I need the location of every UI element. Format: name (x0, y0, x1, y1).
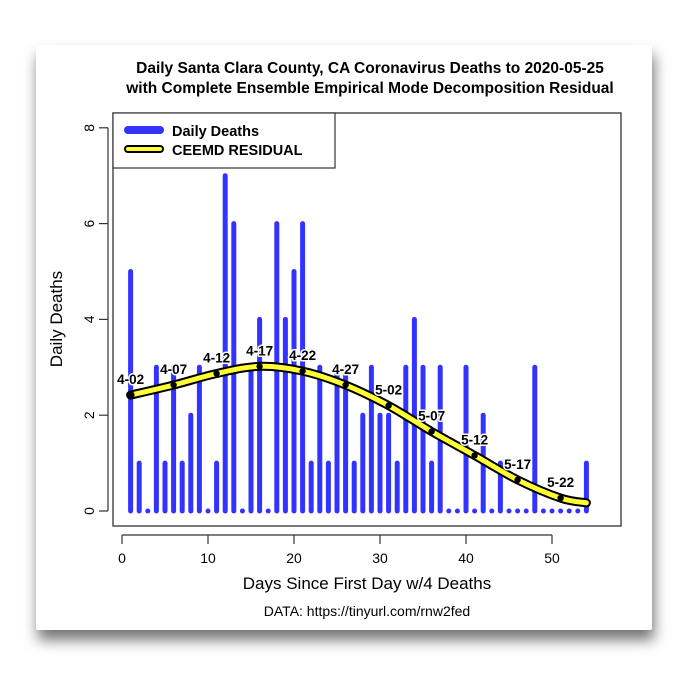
legend-entry-daily-deaths: Daily Deaths (172, 124, 259, 140)
residual-curve-group (126, 361, 591, 508)
legend-box (112, 112, 336, 169)
marker-label-5-22: 5-22 (547, 475, 574, 490)
y-tick-label: 0 (81, 507, 97, 515)
y-tick-label: 2 (81, 411, 97, 419)
marker-label-4-27: 4-27 (332, 362, 359, 377)
marker-label-4-12: 4-12 (203, 351, 230, 366)
x-tick-label: 50 (544, 550, 560, 566)
x-tick-label: 0 (118, 550, 126, 566)
marker-dot-5-02 (385, 402, 392, 409)
plot-frame (112, 112, 622, 527)
marker-dot-4-22 (299, 367, 306, 375)
marker-labels-group: 4-02 4-07 4-12 4-17 4-22 4-27 5-02 5-07 5-12 5-17… (116, 342, 576, 502)
x-tick-label: 20 (286, 550, 302, 566)
x-axis: 0 10 20 30 40 50 (118, 534, 560, 566)
x-tick-label: 10 (200, 550, 216, 566)
marker-dot-5-12 (471, 452, 478, 459)
x-axis-label: Days Since First Day w/4 Deaths (243, 574, 491, 593)
marker-label-5-07: 5-07 (418, 408, 445, 423)
y-tick-label: 4 (81, 315, 97, 323)
marker-dot-5-17 (514, 476, 521, 484)
marker-label-5-02: 5-02 (375, 383, 402, 398)
marker-dot-5-22 (557, 494, 564, 502)
marker-label-4-02: 4-02 (117, 372, 144, 387)
marker-dot-4-27 (342, 381, 349, 389)
legend-entry-ceemd-residual: CEEMD RESIDUAL (172, 143, 303, 159)
marker-dot-5-07 (428, 428, 435, 435)
marker-label-5-17: 5-17 (504, 457, 531, 472)
marker-dot-4-17 (256, 363, 263, 370)
residual-curve (128, 363, 589, 506)
legend: Daily Deaths CEEMD RESIDUAL (112, 112, 336, 169)
x-tick-label: 40 (458, 550, 474, 566)
marker-dot-4-02 (126, 391, 135, 400)
chart-title: Daily Santa Clara County, CA Coronavirus… (136, 60, 604, 77)
marker-label-4-07: 4-07 (160, 362, 187, 377)
y-tick-label: 8 (81, 124, 97, 132)
data-source: DATA: https://tinyurl.com/rnw2fed (264, 603, 470, 619)
y-axis-label: Daily Deaths (47, 271, 66, 367)
marker-label-4-17: 4-17 (246, 343, 273, 358)
y-tick-label: 6 (81, 219, 97, 227)
chart-subtitle: with Complete Ensemble Empirical Mode De… (125, 80, 613, 97)
marker-label-5-12: 5-12 (461, 432, 488, 447)
marker-dot-4-12 (213, 370, 220, 377)
bars-group (128, 173, 589, 514)
y-axis: 0 2 4 6 8 (81, 124, 109, 515)
marker-dot-4-07 (170, 381, 177, 389)
x-tick-label: 30 (372, 550, 388, 566)
marker-label-4-22: 4-22 (289, 348, 316, 363)
